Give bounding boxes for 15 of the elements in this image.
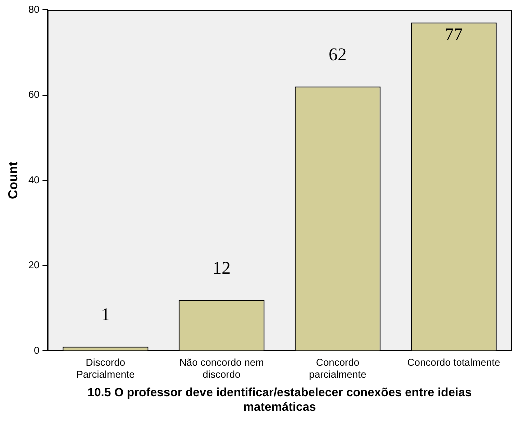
x-tick-label: Concordo totalmente — [408, 358, 501, 369]
x-tick-label: Discordo Parcialmente — [76, 358, 136, 381]
y-tick-label: 60 — [28, 90, 40, 102]
y-tick-label: 0 — [34, 346, 40, 357]
y-tick-label: 80 — [28, 4, 40, 16]
x-tick-label: Não concordo nem discordo — [180, 358, 264, 381]
data-label: 1 — [101, 304, 110, 325]
y-tick-label: 40 — [28, 175, 40, 186]
y-axis-title: Count — [5, 161, 20, 200]
x-tick-label: Concordo parcialmente — [309, 358, 367, 381]
y-tick-label: 20 — [28, 260, 40, 272]
x-axis-title: 10.5 O professor deve identificar/estabelecer conexões entre ideias matemáticas — [88, 386, 472, 414]
data-label: 77 — [444, 24, 463, 45]
data-label: 62 — [328, 44, 347, 65]
data-label: 12 — [212, 258, 231, 278]
